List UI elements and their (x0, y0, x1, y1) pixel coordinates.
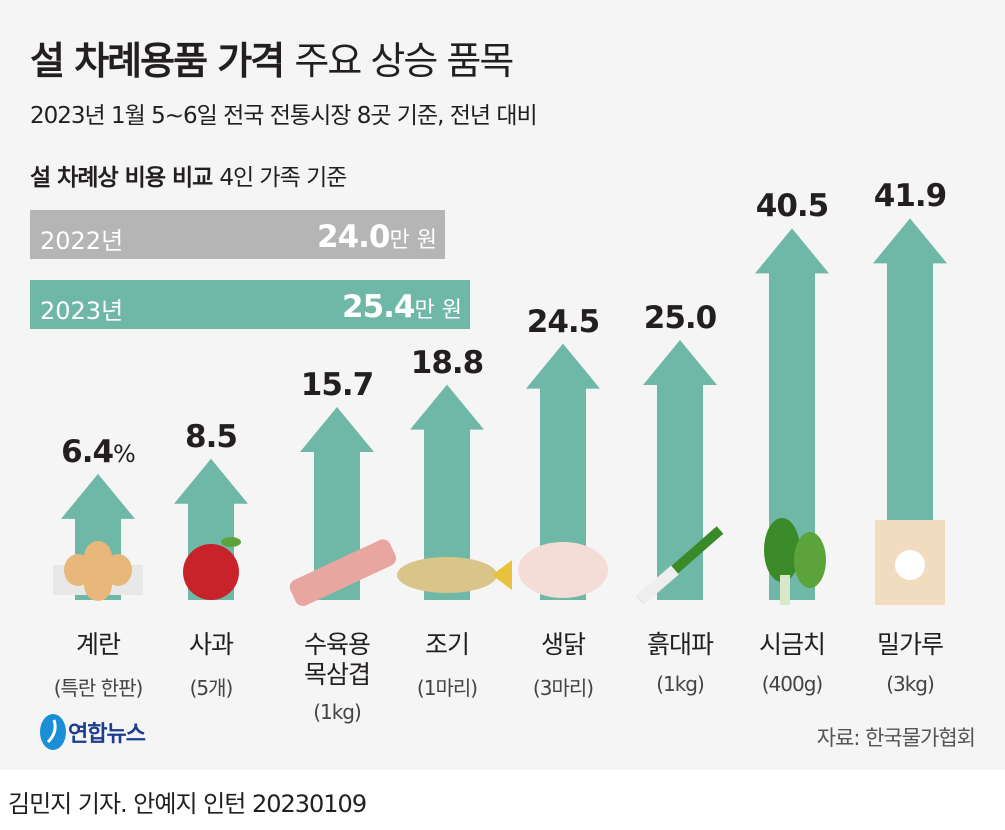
value-number: 41.9 (873, 178, 947, 215)
cost-bar-amount: 25.4만 원 (342, 289, 462, 325)
page-title: 설 차례용품 가격 주요 상승 품목 (30, 30, 514, 85)
category-label: 흙대파 (646, 630, 714, 659)
category-label: 사과 (188, 630, 234, 659)
percent-sign: % (113, 439, 136, 468)
increase-arrow (873, 218, 947, 600)
value-label: 24.5 (527, 304, 600, 340)
value-label: 41.9 (874, 178, 947, 214)
green-onion-icon (636, 526, 724, 605)
title-light: 주요 상승 품목 (294, 39, 514, 83)
value-number: 6.4 (61, 433, 114, 470)
pork-belly-icon (289, 539, 397, 606)
cost-bar-amount: 24.0만 원 (317, 219, 437, 255)
spinach-icon (764, 518, 826, 605)
category-unit: (3마리) (532, 676, 594, 700)
category-label: 계란 (75, 630, 121, 659)
cost-unit: 만 원 (389, 228, 437, 253)
value-number: 15.7 (300, 366, 374, 403)
category-unit: (5개) (189, 676, 234, 700)
category-unit: (3kg) (886, 672, 935, 696)
flour-bag-icon (875, 520, 945, 605)
value-label: 6.4% (61, 433, 136, 470)
value-number: 40.5 (755, 188, 829, 225)
category-unit: (1마리) (416, 676, 478, 700)
increase-arrow (643, 340, 717, 600)
cost-unit: 만 원 (414, 298, 462, 323)
category-unit: (1kg) (656, 672, 705, 696)
source-note: 자료: 한국물가협회 (816, 726, 976, 750)
price-increase-chart (53, 218, 947, 606)
subtitle: 2023년 1월 5~6일 전국 전통시장 8곳 기준, 전년 대비 (30, 103, 538, 129)
value-number: 8.5 (185, 418, 238, 455)
section-title-bold: 설 차례상 비용 비교 (30, 165, 213, 191)
yonhap-logo-icon (40, 714, 66, 750)
croaker-fish-icon (397, 557, 512, 593)
increase-arrow (755, 228, 829, 600)
value-number: 25.0 (643, 300, 717, 336)
cost-bar-year: 2023년 (40, 297, 124, 325)
category-label: 조기 (424, 630, 470, 659)
category-unit: (1kg) (313, 700, 362, 724)
infographic-panel (0, 0, 1005, 770)
value-label: 40.5 (756, 188, 829, 224)
credit-line: 김민지 기자. 안예지 인턴 20230109 (8, 790, 367, 818)
section-title-light: 4인 가족 기준 (219, 165, 347, 191)
value-label: 25.0 (644, 300, 717, 336)
category-label: 생닭 (540, 630, 586, 659)
cost-value: 24.0 (317, 219, 390, 255)
section-title: 설 차례상 비용 비교 4인 가족 기준 (30, 158, 347, 192)
category-label: 시금치 (758, 630, 826, 659)
increase-arrow (526, 343, 600, 600)
yonhap-logo-text: 연합뉴스 (68, 722, 146, 747)
category-unit: (400g) (761, 672, 823, 696)
increase-arrow (410, 384, 484, 600)
apple-icon (183, 537, 241, 600)
category-label: 수육용 목삼겹 (303, 630, 371, 689)
category-unit: (특란 한판) (53, 676, 144, 700)
chicken-icon (518, 542, 608, 598)
value-label: 8.5 (185, 418, 238, 455)
cost-bar-2022: 2022년 24.0만 원 (30, 210, 445, 259)
eggs-icon (53, 541, 143, 601)
value-label: 15.7 (301, 367, 374, 403)
cost-value: 25.4 (342, 289, 415, 325)
value-number: 24.5 (526, 303, 600, 340)
value-number: 18.8 (410, 344, 484, 381)
title-bold: 설 차례용품 가격 (30, 39, 285, 83)
cost-bar-2023: 2023년 25.4만 원 (30, 280, 470, 329)
value-label: 18.8 (411, 345, 484, 381)
cost-bar-year: 2022년 (40, 227, 124, 255)
category-label: 밀가루 (876, 630, 944, 659)
